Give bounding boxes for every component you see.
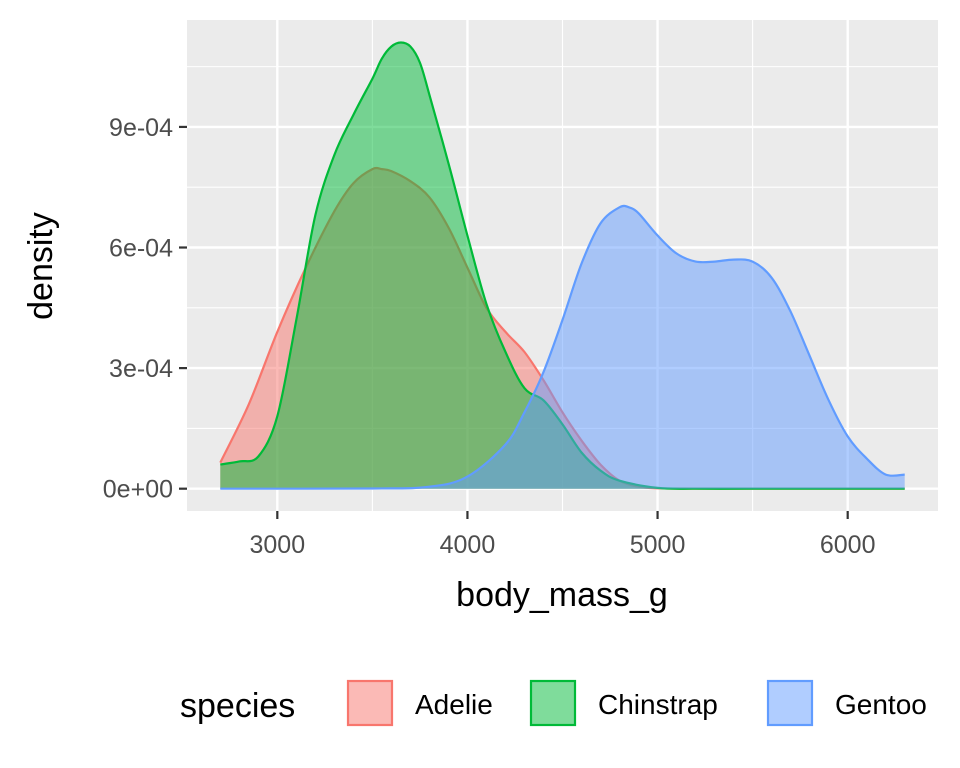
x-axis-title: body_mass_g: [456, 576, 668, 614]
y-axis: 0e+00 3e-04 6e-04 9e-04: [103, 114, 187, 504]
density-line-gentoo: [220, 204, 905, 490]
y-tick-label: 0e+00: [103, 476, 173, 504]
density-area-gentoo: [220, 205, 905, 489]
legend-key-adelie: [346, 679, 394, 727]
legend-title: species: [180, 687, 295, 725]
y-axis-title: density: [22, 212, 60, 320]
y-tick-label: 3e-04: [109, 355, 173, 383]
legend-label-adelie: Adelie: [415, 689, 493, 720]
x-tick-label: 4000: [440, 531, 496, 559]
x-axis: 3000 4000 5000 6000: [249, 511, 876, 559]
legend-key-gentoo: [766, 679, 814, 727]
x-tick-label: 6000: [820, 531, 876, 559]
series-layer: [219, 41, 905, 490]
y-tick-label: 6e-04: [109, 235, 173, 263]
y-tick-label: 9e-04: [109, 114, 173, 142]
legend-label-gentoo: Gentoo: [835, 689, 927, 720]
legend: species Adelie Chinstrap Gentoo: [180, 679, 927, 727]
density-area-chinstrap: [220, 42, 905, 489]
legend-key-chinstrap: [529, 679, 577, 727]
legend-label-chinstrap: Chinstrap: [598, 689, 718, 720]
x-tick-label: 5000: [630, 531, 686, 559]
x-tick-label: 3000: [249, 531, 305, 559]
